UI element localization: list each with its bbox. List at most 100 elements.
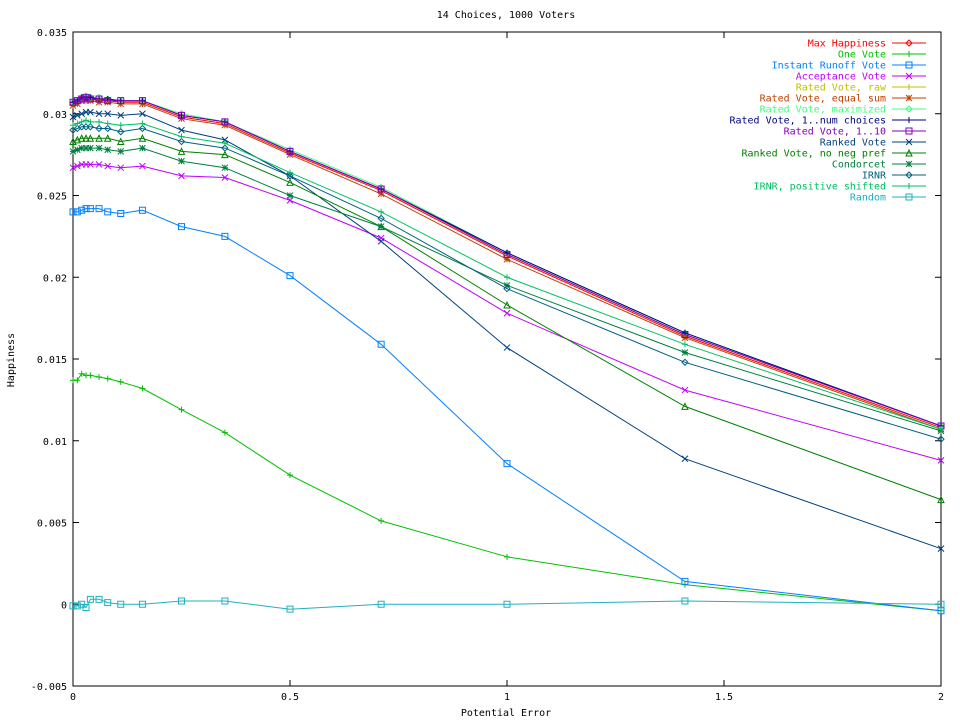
data-point bbox=[117, 128, 125, 136]
data-point bbox=[117, 600, 125, 608]
series-9 bbox=[69, 108, 945, 553]
data-point bbox=[138, 124, 147, 133]
data-point bbox=[177, 137, 186, 146]
legend-marker bbox=[905, 39, 913, 47]
data-point bbox=[178, 223, 185, 231]
data-point bbox=[139, 162, 146, 170]
data-point bbox=[78, 370, 85, 377]
legend-label: Rated Vote, 1..10 bbox=[784, 127, 886, 138]
data-point bbox=[96, 118, 103, 125]
data-point bbox=[681, 455, 689, 463]
data-point bbox=[70, 99, 76, 106]
data-point bbox=[681, 349, 689, 356]
data-point bbox=[104, 120, 111, 127]
series-line bbox=[73, 208, 942, 612]
x-tick-label: 0.5 bbox=[281, 692, 299, 703]
data-point bbox=[178, 133, 185, 140]
y-axis: -0.005 0 0.005 0.01 0.015 0.02 0.025 0.03 0.035 bbox=[31, 28, 941, 693]
series-line bbox=[72, 137, 942, 501]
legend-marker bbox=[905, 105, 913, 113]
data-point bbox=[503, 284, 511, 293]
legend-marker bbox=[906, 51, 912, 57]
data-point bbox=[503, 309, 511, 317]
data-point bbox=[937, 600, 945, 608]
data-point bbox=[178, 157, 185, 165]
legend-label: Condorcet bbox=[832, 160, 886, 171]
data-point bbox=[178, 172, 185, 180]
data-point bbox=[937, 545, 945, 553]
data-point bbox=[504, 553, 510, 560]
data-point bbox=[377, 340, 385, 348]
data-point bbox=[377, 185, 385, 193]
data-point bbox=[83, 117, 90, 124]
y-tick-label: 0 bbox=[61, 600, 67, 611]
chart-title: 14 Choices, 1000 Voters bbox=[437, 10, 575, 21]
legend-marker bbox=[905, 72, 913, 80]
series-14 bbox=[69, 595, 945, 613]
data-point bbox=[178, 597, 185, 605]
series-1 bbox=[70, 370, 944, 614]
series-8 bbox=[69, 93, 945, 430]
data-point bbox=[504, 274, 510, 281]
data-point bbox=[104, 599, 112, 607]
data-point bbox=[104, 208, 112, 216]
legend-label: Rated Vote, maximized bbox=[760, 105, 886, 116]
data-point bbox=[117, 97, 125, 105]
data-point bbox=[377, 237, 385, 245]
data-point bbox=[86, 134, 95, 142]
data-point bbox=[138, 206, 146, 214]
legend-item: Max Happiness bbox=[808, 39, 926, 50]
data-point bbox=[74, 377, 81, 384]
data-point bbox=[221, 118, 229, 126]
data-point bbox=[117, 148, 125, 155]
data-point bbox=[937, 607, 945, 615]
legend-marker bbox=[905, 94, 913, 102]
series-line bbox=[72, 96, 942, 427]
data-point bbox=[104, 146, 112, 154]
data-point bbox=[104, 162, 112, 170]
legend-item: Rated Vote, equal sum bbox=[760, 94, 926, 105]
series-layer bbox=[69, 92, 945, 615]
data-point bbox=[286, 197, 294, 204]
data-point bbox=[377, 190, 385, 198]
data-point bbox=[138, 600, 146, 608]
series-line bbox=[72, 163, 942, 461]
data-point bbox=[178, 406, 185, 413]
data-point bbox=[178, 126, 185, 134]
x-tick-label: 0 bbox=[70, 692, 76, 703]
x-tick-label: 1.5 bbox=[715, 692, 733, 703]
legend-marker bbox=[905, 148, 913, 157]
data-point bbox=[221, 597, 229, 605]
legend-label: Rated Vote, raw bbox=[796, 83, 887, 94]
x-axis-label: Potential Error bbox=[461, 708, 551, 719]
legend-label: Acceptance Vote bbox=[796, 72, 886, 83]
legend-item: Condorcet bbox=[832, 160, 926, 171]
y-tick-label: 0.03 bbox=[43, 110, 67, 121]
series-line bbox=[72, 119, 942, 430]
data-point bbox=[139, 120, 146, 127]
data-point bbox=[681, 330, 689, 338]
legend-item: Ranked Vote bbox=[820, 138, 926, 149]
legend-marker bbox=[906, 84, 912, 90]
legend-label: Random bbox=[850, 193, 886, 204]
legend-item: Instant Runoff Vote bbox=[772, 61, 926, 72]
data-point bbox=[95, 95, 103, 103]
legend-item: IRNR bbox=[862, 171, 926, 182]
y-tick-label: 0.005 bbox=[37, 519, 67, 530]
data-point bbox=[221, 164, 229, 172]
data-point bbox=[117, 209, 125, 217]
data-point bbox=[378, 517, 385, 524]
legend-label: IRNR, positive shifted bbox=[754, 182, 886, 193]
data-point bbox=[69, 164, 77, 172]
data-point bbox=[117, 112, 125, 119]
data-point bbox=[221, 429, 228, 436]
data-point bbox=[221, 174, 229, 181]
legend-label: Max Happiness bbox=[808, 39, 886, 50]
data-point bbox=[286, 178, 294, 186]
data-point bbox=[86, 595, 94, 603]
data-point bbox=[138, 134, 147, 142]
data-point bbox=[95, 124, 103, 133]
data-point bbox=[95, 144, 103, 152]
data-point bbox=[104, 110, 112, 118]
legend-item: Acceptance Vote bbox=[796, 72, 926, 83]
